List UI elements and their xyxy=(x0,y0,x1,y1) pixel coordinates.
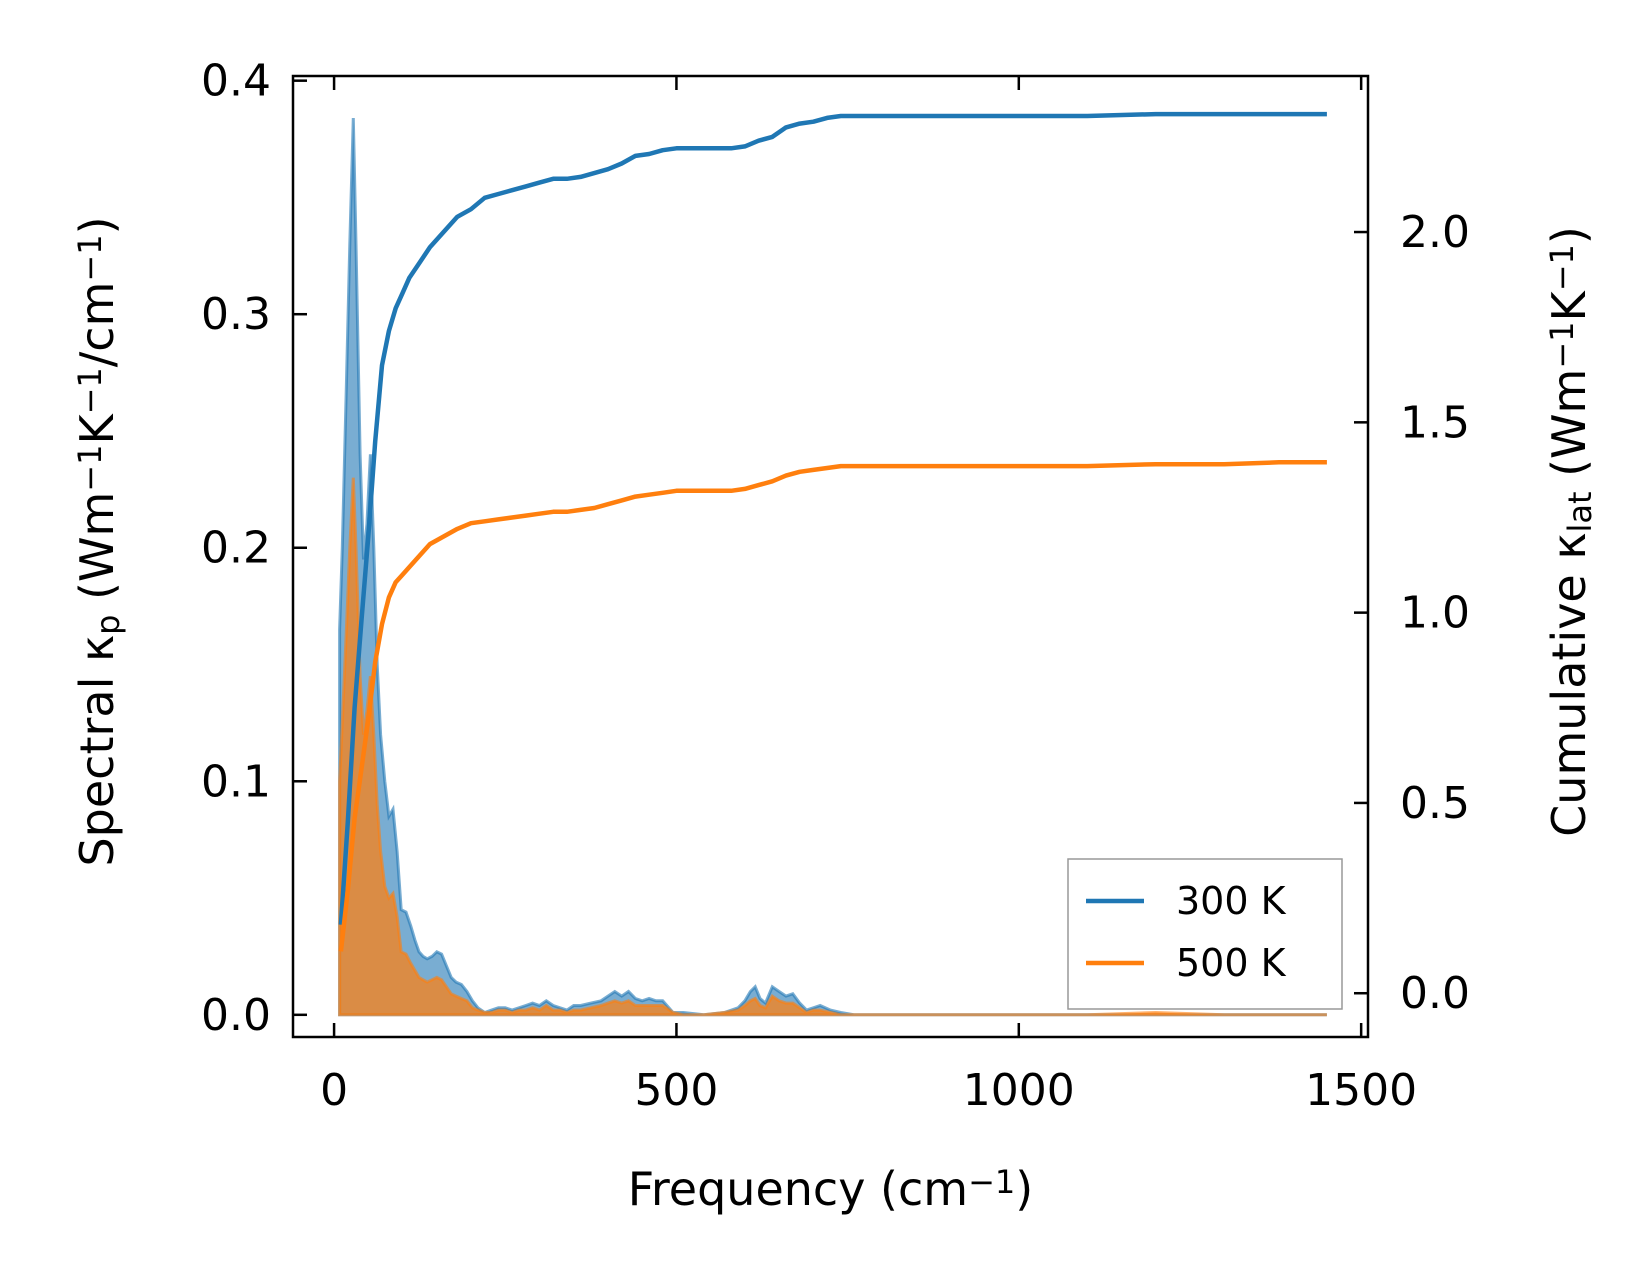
y-left-tick-label: 0.3 xyxy=(201,289,271,340)
spectral-area-300k xyxy=(338,117,1327,1017)
spectral-area-500k xyxy=(338,477,1327,1017)
y-right-tick-label: 0.5 xyxy=(1400,778,1470,829)
y-right-tick-label: 1.0 xyxy=(1400,588,1470,639)
cumulative-line-layer xyxy=(338,111,1327,952)
axes-layer xyxy=(291,74,1370,1039)
legend-label: 300 K xyxy=(1176,879,1287,923)
x-tick-label: 0 xyxy=(320,1065,348,1116)
legend-box xyxy=(1067,858,1343,1010)
y-left-tick-label: 0.1 xyxy=(201,756,271,807)
y-right-tick-label: 2.0 xyxy=(1400,207,1470,258)
spectral-fill-layer xyxy=(338,117,1327,1017)
y-left-axis-title: Spectral κp (Wm−1K−1/cm−1) xyxy=(70,216,127,866)
axis-labels-layer: 0 500 1000 1500 0.0 0.1 0.2 0.3 0.4 0.0 0.5 1.0 1.5 2… xyxy=(70,56,1599,1216)
x-tick-label: 1000 xyxy=(963,1065,1075,1116)
x-axis-title: Frequency (cm−1) xyxy=(628,1162,1033,1216)
cumulative-line-300k xyxy=(338,111,1327,925)
y-left-tick-label: 0.0 xyxy=(201,990,271,1041)
y-right-axis-title: Cumulative κlat (Wm−1K−1) xyxy=(1542,226,1599,837)
y-right-tick-label: 1.5 xyxy=(1400,397,1470,448)
y-left-tick-label: 0.2 xyxy=(201,523,271,574)
cumulative-line-500k xyxy=(338,460,1327,952)
x-tick-label: 500 xyxy=(634,1065,718,1116)
legend-label: 500 K xyxy=(1176,941,1287,985)
y-right-tick-label: 0.0 xyxy=(1400,968,1470,1019)
y-left-tick-label: 0.4 xyxy=(201,56,271,107)
plot-frame xyxy=(291,74,1370,1039)
x-tick-label: 1500 xyxy=(1305,1065,1417,1116)
legend: 300 K 500 K xyxy=(1067,858,1343,1010)
